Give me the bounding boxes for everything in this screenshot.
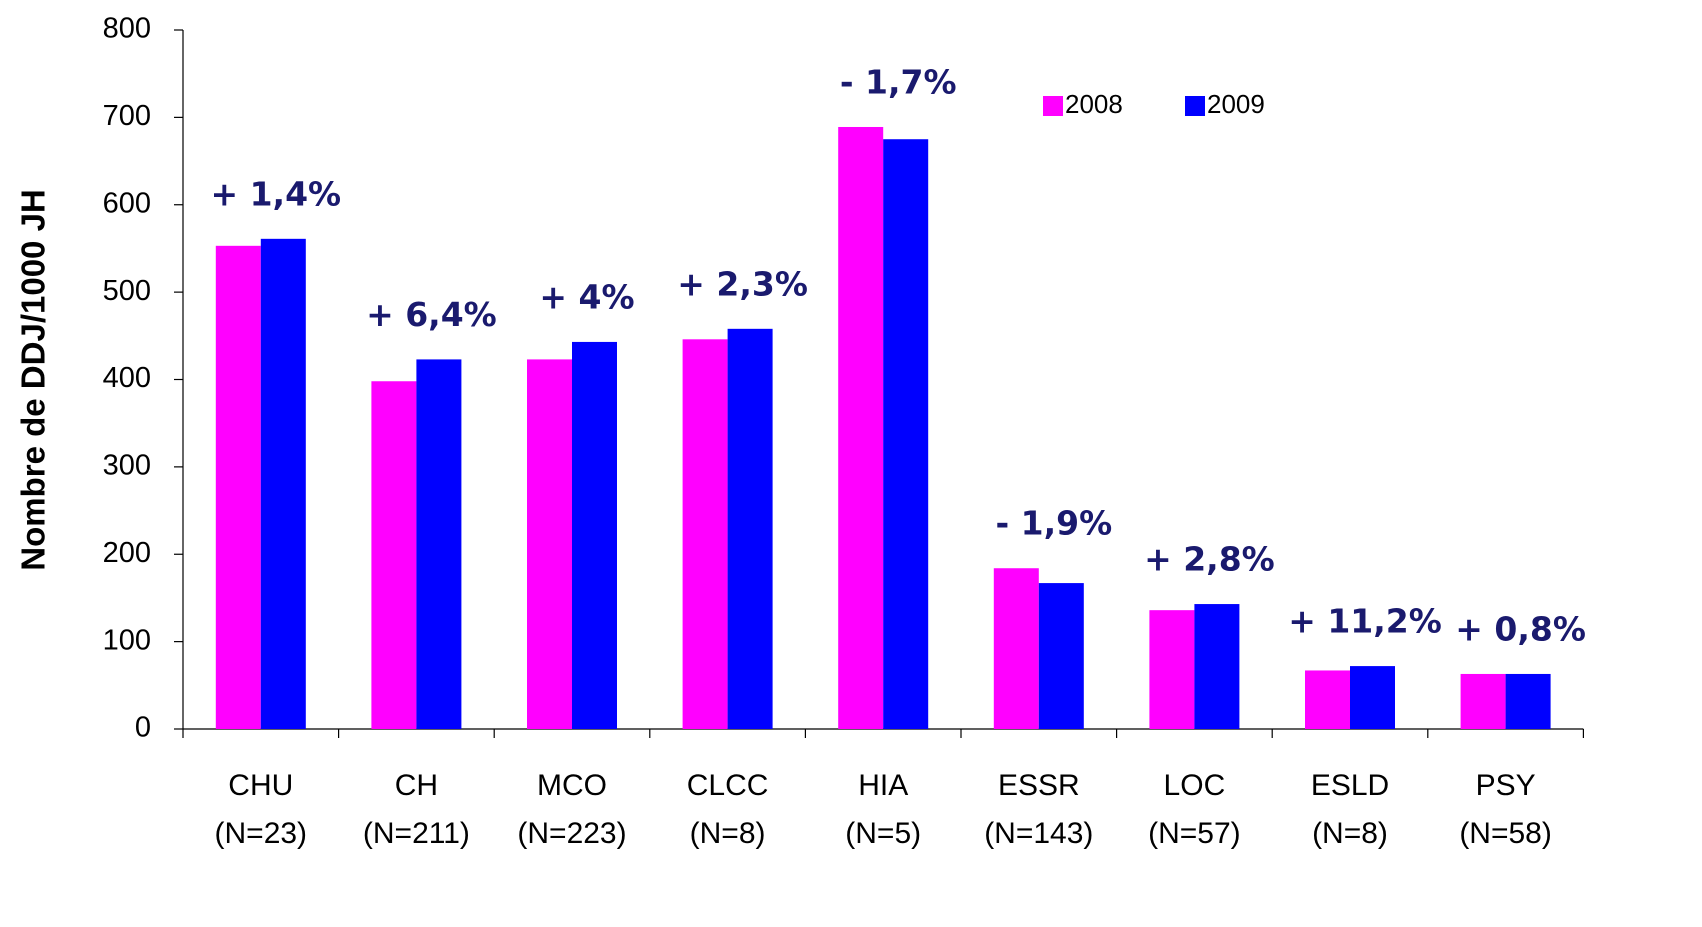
legend-swatch bbox=[1043, 96, 1063, 116]
bar bbox=[1194, 604, 1240, 729]
annotation: + 4% bbox=[539, 277, 634, 316]
bar bbox=[527, 359, 572, 729]
bar bbox=[1038, 583, 1084, 729]
bar bbox=[1350, 666, 1395, 729]
x-tick-label: PSY bbox=[1476, 769, 1536, 802]
x-tick-sublabel: (N=8) bbox=[1312, 817, 1388, 850]
y-tick-label: 800 bbox=[103, 13, 151, 45]
annotation: + 2,3% bbox=[677, 264, 808, 303]
y-tick-label: 0 bbox=[135, 712, 151, 744]
annotation: + 6,4% bbox=[366, 295, 497, 334]
y-tick-label: 100 bbox=[103, 624, 151, 656]
x-tick-label: HIA bbox=[858, 769, 908, 802]
bar bbox=[260, 238, 306, 730]
x-tick-sublabel: (N=143) bbox=[984, 817, 1093, 850]
annotation: - 1,9% bbox=[995, 504, 1112, 543]
bar bbox=[1305, 670, 1350, 729]
x-tick-sublabel: (N=57) bbox=[1148, 817, 1241, 850]
bar bbox=[1505, 673, 1551, 729]
x-tick-label: ESLD bbox=[1311, 769, 1389, 802]
x-tick-label: MCO bbox=[537, 769, 607, 802]
y-tick-label: 400 bbox=[103, 362, 151, 394]
y-axis-title: Nombre de DDJ/1000 JH bbox=[15, 189, 52, 570]
y-tick-label: 700 bbox=[103, 100, 151, 132]
bar bbox=[993, 568, 1039, 729]
bar bbox=[1149, 610, 1195, 729]
bar bbox=[416, 359, 462, 729]
annotation: + 1,4% bbox=[210, 174, 341, 213]
legend-swatch bbox=[1185, 96, 1205, 116]
x-tick-label: LOC bbox=[1164, 769, 1226, 802]
y-tick-label: 200 bbox=[103, 537, 151, 569]
bar bbox=[682, 339, 728, 729]
x-tick-sublabel: (N=5) bbox=[845, 817, 921, 850]
bar bbox=[1460, 673, 1506, 729]
annotation: - 1,7% bbox=[840, 62, 957, 101]
bar bbox=[215, 245, 261, 729]
x-tick-label: CLCC bbox=[687, 769, 769, 802]
bar bbox=[838, 126, 884, 729]
x-tick-sublabel: (N=8) bbox=[690, 817, 766, 850]
annotation: + 2,8% bbox=[1144, 540, 1275, 579]
x-tick-sublabel: (N=23) bbox=[215, 817, 308, 850]
legend-label: 2008 bbox=[1065, 89, 1123, 119]
x-tick-label: CHU bbox=[228, 769, 293, 802]
annotation: + 0,8% bbox=[1455, 609, 1586, 648]
bar bbox=[727, 328, 773, 729]
y-tick-label: 300 bbox=[103, 450, 151, 482]
x-tick-label: ESSR bbox=[998, 769, 1080, 802]
y-tick-label: 600 bbox=[103, 187, 151, 219]
legend-label: 2009 bbox=[1207, 89, 1265, 119]
x-tick-sublabel: (N=58) bbox=[1459, 817, 1552, 850]
annotation: + 11,2% bbox=[1288, 602, 1442, 641]
y-tick-label: 500 bbox=[103, 275, 151, 307]
x-tick-sublabel: (N=211) bbox=[363, 817, 470, 850]
x-tick-label: CH bbox=[395, 769, 438, 802]
bar bbox=[371, 381, 417, 729]
bar bbox=[572, 341, 617, 729]
x-tick-sublabel: (N=223) bbox=[517, 817, 626, 850]
bar bbox=[883, 139, 929, 729]
